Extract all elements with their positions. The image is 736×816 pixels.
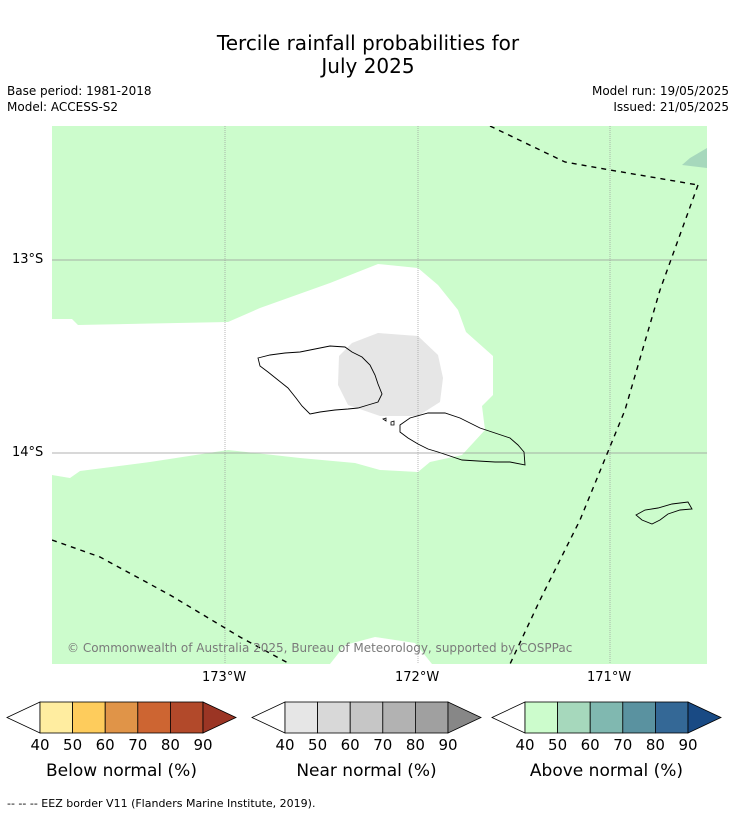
above-normal-label: Above normal (%) xyxy=(529,761,684,781)
above-normal-colorbar-segment xyxy=(557,701,591,734)
colorbars xyxy=(6,701,722,734)
map-title-line-1: Tercile rainfall probabilities for xyxy=(216,31,520,55)
above-normal-50-patch xyxy=(682,148,707,168)
below-normal-label: Below normal (%) xyxy=(46,761,197,781)
islet-icon xyxy=(382,417,387,422)
below-normal-colorbar-segment xyxy=(72,701,106,734)
near-normal-colorbar-tick: 80 xyxy=(405,736,425,754)
above-normal-colorbar-tick: 80 xyxy=(645,736,665,754)
above-normal-colorbar-tick: 60 xyxy=(580,736,600,754)
issued-text: Issued: 21/05/2025 xyxy=(613,100,729,114)
no-dominant-region-south xyxy=(330,637,432,664)
above-normal-colorbar-segment xyxy=(622,701,656,734)
above-normal-colorbar-segment xyxy=(655,701,689,734)
near-normal-colorbar-segment xyxy=(382,701,416,734)
below-normal-colorbar-tick: 60 xyxy=(95,736,115,754)
model-text: Model: ACCESS-S2 xyxy=(7,100,119,114)
model-run-text: Model run: 19/05/2025 xyxy=(591,84,729,98)
near-normal-colorbar-tick: 70 xyxy=(373,736,393,754)
above-normal-colorbar-low-extension xyxy=(491,701,526,734)
below-normal-colorbar-segment xyxy=(169,701,204,734)
gridlines xyxy=(52,126,707,664)
above-normal-colorbar-segment xyxy=(524,701,558,734)
above-normal-colorbar-tick: 70 xyxy=(613,736,633,754)
lat-label-14s: 14°S xyxy=(12,445,44,460)
near-normal-colorbar-segment xyxy=(349,701,384,734)
eez-footnote: -- -- -- EEZ border V11 (Flanders Marine… xyxy=(7,797,316,810)
near-normal-colorbar-segment xyxy=(284,701,318,734)
below-normal-colorbar-tick: 50 xyxy=(63,736,83,754)
base-period-text: Base period: 1981-2018 xyxy=(7,84,152,98)
islet-icon xyxy=(390,420,395,426)
above-normal-colorbar-tick: 40 xyxy=(515,736,535,754)
below-normal-colorbar-tick: 40 xyxy=(30,736,50,754)
upolu-island xyxy=(399,412,526,466)
lat-label-13s: 13°S xyxy=(12,252,44,267)
tutuila-island xyxy=(635,501,693,525)
near-normal-label: Near normal (%) xyxy=(296,761,437,781)
above-normal-colorbar-high-extension xyxy=(687,701,722,734)
below-normal-colorbar-segment xyxy=(137,701,171,734)
map-area xyxy=(52,126,707,664)
below-normal-colorbar-high-extension xyxy=(202,701,237,734)
near-normal-colorbar-tick: 50 xyxy=(308,736,328,754)
eez-border xyxy=(52,126,699,664)
near-normal-region xyxy=(338,333,443,416)
near-normal-colorbar-high-extension xyxy=(447,701,482,734)
near-normal-colorbar-segment xyxy=(414,701,449,734)
below-normal-colorbar-segment xyxy=(39,701,73,734)
below-normal-colorbar-tick: 80 xyxy=(160,736,180,754)
below-normal-colorbar-segment xyxy=(104,701,139,734)
map-title-line-2: July 2025 xyxy=(321,54,415,78)
lon-label-171w: 171°W xyxy=(587,670,632,685)
below-normal-colorbar-tick: 90 xyxy=(193,736,213,754)
near-normal-colorbar-tick: 60 xyxy=(340,736,360,754)
below-normal-colorbar-low-extension xyxy=(6,701,41,734)
above-normal-colorbar-tick: 50 xyxy=(548,736,568,754)
near-normal-colorbar-tick: 40 xyxy=(275,736,295,754)
above-normal-colorbar-segment xyxy=(589,701,624,734)
near-normal-colorbar-tick: 90 xyxy=(438,736,458,754)
above-normal-colorbar-tick: 90 xyxy=(678,736,698,754)
savaii-island xyxy=(257,345,383,415)
near-normal-colorbar-segment xyxy=(317,701,351,734)
below-normal-colorbar-tick: 70 xyxy=(128,736,148,754)
no-dominant-region xyxy=(52,264,493,478)
near-normal-colorbar-low-extension xyxy=(251,701,286,734)
lon-label-173w: 173°W xyxy=(202,670,247,685)
lon-label-172w: 172°W xyxy=(395,670,440,685)
copyright-text: © Commonwealth of Australia 2025, Bureau… xyxy=(67,641,573,655)
